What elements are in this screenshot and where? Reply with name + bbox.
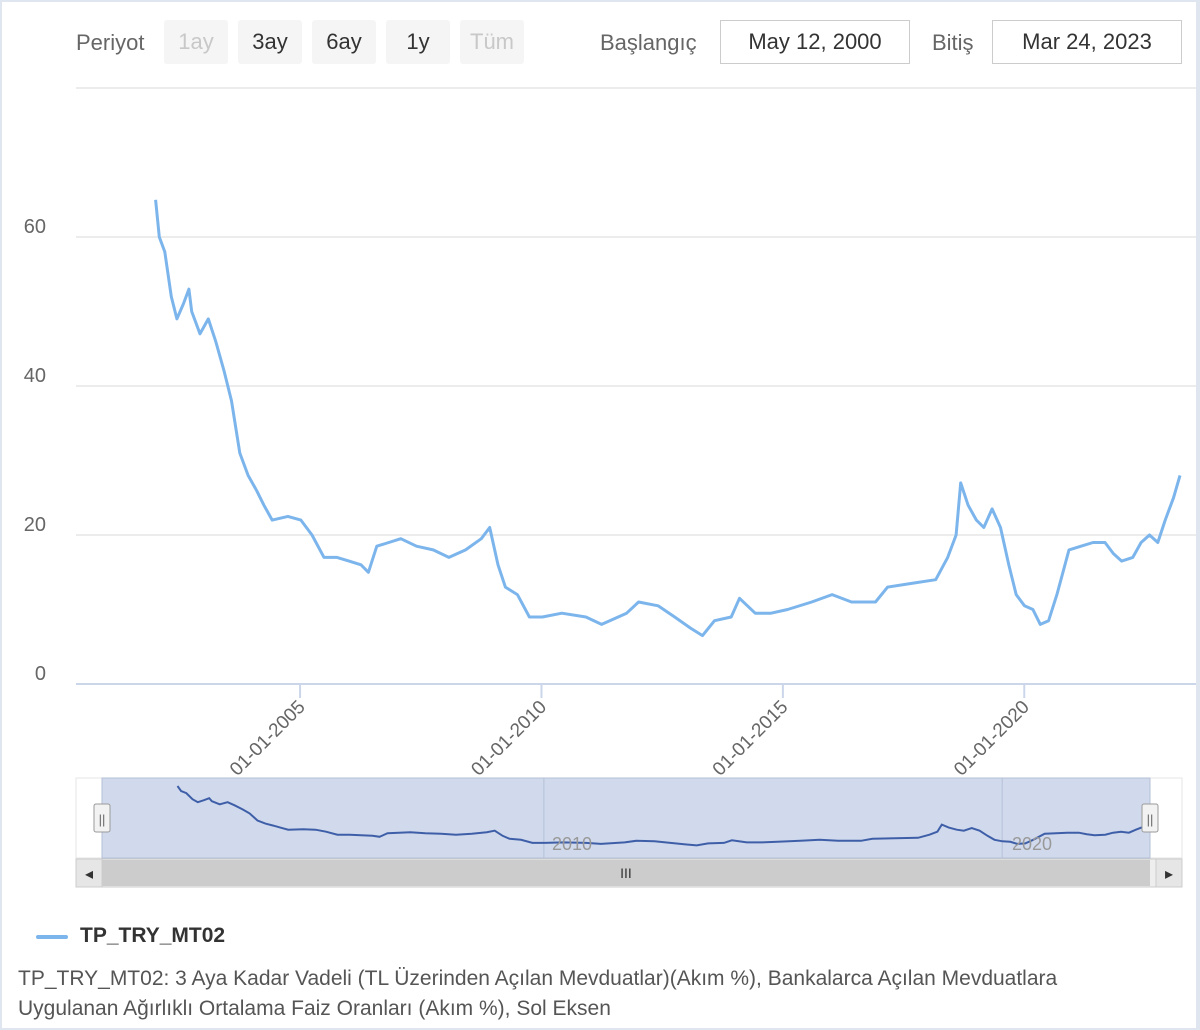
x-tick-label-2: 01-01-2015 [709, 697, 793, 781]
svg-text:||: || [1147, 812, 1154, 827]
navigator-left-handle[interactable]: || [93, 803, 111, 833]
navigator: 2010 2020 || || [75, 777, 1183, 859]
navigator-tick-2020: 2020 [1012, 834, 1052, 854]
navigator-grid [543, 778, 1003, 858]
left-arrow-icon: ◂ [85, 866, 93, 883]
y-tick-label-0: 0 [35, 663, 46, 685]
scrollbar[interactable]: III ◂ ▸ [75, 858, 1183, 888]
x-tick-label-0: 01-01-2005 [226, 697, 310, 781]
scrollbar-thumb[interactable] [102, 860, 1150, 886]
grid-lines [76, 87, 1196, 536]
scrollbar-grip: III [620, 865, 632, 881]
scrollbar-left-arrow-button[interactable] [75, 858, 103, 888]
range-button-tum[interactable]: Tüm [460, 20, 524, 64]
scrollbar-right-arrow-button[interactable] [1155, 858, 1183, 888]
navigator-series-line [176, 785, 1151, 847]
end-date-label: Bitiş [932, 30, 974, 55]
x-tick-label-3: 01-01-2020 [950, 697, 1034, 781]
legend-label: TP_TRY_MT02 [80, 924, 226, 947]
start-date-label: Başlangıç [600, 30, 697, 55]
svg-text:||: || [99, 812, 106, 827]
y-tick-label-20: 20 [24, 514, 46, 536]
range-selector: Periyot 1ay 3ay 6ay 1y Tüm Başlangıç May… [2, 2, 1196, 82]
navigator-tick-2010: 2010 [552, 834, 592, 854]
x-tick-label-1: 01-01-2010 [467, 697, 551, 781]
y-tick-label-40: 40 [24, 365, 46, 387]
period-label: Periyot [76, 30, 145, 55]
x-axis-ticks: 01-01-2005 01-01-2010 01-01-2015 01-01-2020 [226, 684, 1034, 780]
navigator-selected-range[interactable] [101, 777, 1151, 859]
legend-line-marker [36, 935, 68, 939]
range-button-1ay[interactable]: 1ay [164, 20, 228, 64]
y-tick-label-60: 60 [24, 216, 46, 238]
range-button-1y[interactable]: 1y [386, 20, 450, 64]
start-date-input[interactable]: May 12, 2000 [720, 20, 910, 64]
right-arrow-icon: ▸ [1165, 866, 1173, 883]
end-date-input[interactable]: Mar 24, 2023 [992, 20, 1182, 64]
navigator-right-handle[interactable]: || [1141, 803, 1159, 833]
series-description: TP_TRY_MT02: 3 Aya Kadar Vadeli (TL Üzer… [18, 967, 1058, 1020]
y-axis-ticks: 0 20 40 60 [24, 216, 46, 685]
range-button-6ay[interactable]: 6ay [312, 20, 376, 64]
range-button-3ay[interactable]: 3ay [238, 20, 302, 64]
series-line-tp-try-mt02[interactable] [154, 199, 1182, 638]
